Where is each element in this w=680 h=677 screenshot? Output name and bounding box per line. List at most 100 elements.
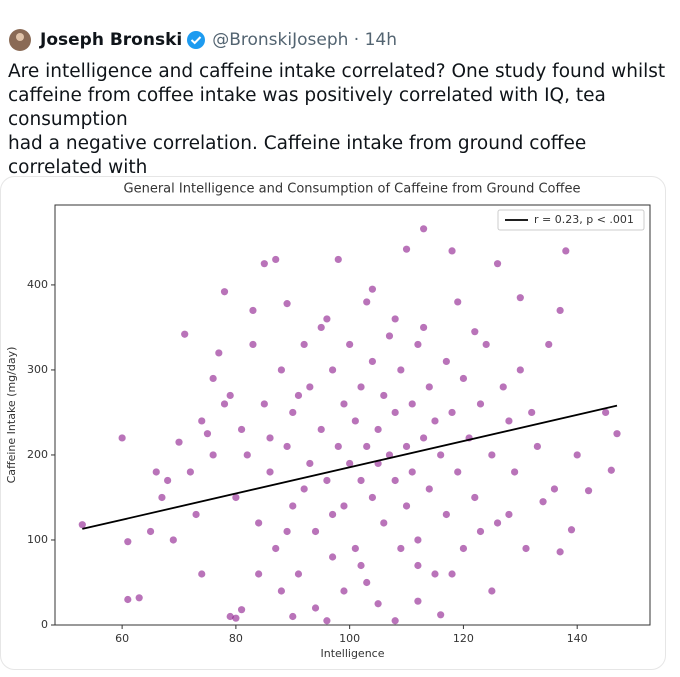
point — [266, 434, 274, 442]
y-tick-label: 0 — [41, 618, 48, 631]
point — [385, 332, 394, 340]
point — [317, 425, 325, 434]
point — [391, 315, 399, 323]
point — [380, 391, 388, 400]
point — [573, 451, 581, 459]
point — [300, 340, 308, 349]
point — [181, 330, 189, 338]
point — [363, 442, 371, 451]
point — [408, 468, 416, 476]
point — [408, 400, 416, 408]
avatar[interactable] — [8, 28, 32, 52]
y-tick-label: 300 — [27, 363, 48, 376]
tweet-line: caffeine from coffee intake was positive… — [8, 85, 606, 130]
point — [226, 391, 234, 400]
point — [272, 255, 280, 264]
point — [237, 606, 246, 614]
point — [289, 612, 297, 621]
chart-title: General Intelligence and Consumption of … — [124, 182, 581, 197]
point — [488, 451, 496, 459]
point — [203, 430, 212, 438]
point — [454, 298, 462, 306]
point — [488, 587, 496, 595]
point — [448, 408, 456, 417]
point — [323, 315, 331, 323]
tweet-line: had a negative correlation. Caffeine int… — [8, 133, 587, 178]
point — [243, 451, 251, 459]
point — [459, 544, 468, 553]
point — [607, 466, 615, 474]
point — [493, 519, 502, 527]
point — [539, 498, 547, 506]
point — [391, 408, 399, 417]
point — [300, 485, 308, 493]
point — [499, 383, 507, 391]
point — [78, 521, 86, 529]
point — [431, 570, 439, 578]
y-tick-label: 400 — [27, 278, 48, 291]
author-handle[interactable]: @BronskiJoseph · 14h — [212, 30, 398, 50]
point — [584, 487, 593, 495]
point — [476, 400, 485, 408]
point — [255, 570, 263, 578]
point — [459, 374, 468, 383]
point — [294, 391, 303, 400]
point — [374, 425, 382, 434]
point — [602, 408, 610, 417]
point — [169, 536, 177, 544]
point — [328, 510, 337, 519]
point — [363, 578, 371, 587]
point — [289, 408, 297, 417]
point — [135, 594, 143, 602]
y-tick-label: 100 — [27, 533, 48, 546]
point — [414, 340, 422, 349]
point — [351, 544, 359, 553]
point — [118, 434, 126, 442]
point — [323, 617, 331, 625]
point — [437, 611, 445, 619]
point — [220, 400, 229, 408]
point — [215, 349, 223, 357]
point — [550, 485, 559, 493]
point — [471, 493, 479, 502]
point — [306, 459, 314, 468]
point — [425, 485, 433, 493]
y-axis-label: Caffeine Intake (mg/day) — [5, 347, 18, 484]
point — [420, 434, 428, 442]
point — [260, 400, 268, 408]
x-tick-label: 120 — [453, 632, 474, 645]
point — [334, 255, 342, 264]
point — [175, 438, 183, 446]
point — [152, 468, 160, 476]
point — [277, 366, 285, 374]
point — [522, 544, 530, 553]
point — [368, 285, 377, 293]
author-name[interactable]: Joseph Bronski — [40, 30, 183, 50]
point — [391, 617, 399, 625]
point — [328, 366, 337, 374]
x-tick-label: 140 — [567, 632, 588, 645]
point — [249, 306, 257, 315]
point — [146, 527, 155, 536]
point — [420, 225, 428, 233]
point — [351, 417, 359, 425]
point — [272, 544, 280, 553]
chart: General Intelligence and Consumption of … — [0, 176, 666, 670]
point — [437, 451, 445, 459]
point — [397, 544, 405, 553]
point — [414, 536, 422, 544]
legend-label: r = 0.23, p < .001 — [534, 213, 634, 226]
point — [431, 417, 439, 425]
point — [283, 300, 291, 308]
point — [476, 527, 485, 536]
point — [402, 442, 411, 451]
point — [357, 561, 365, 570]
plot-area — [54, 204, 651, 626]
point — [420, 323, 428, 332]
point — [317, 323, 325, 332]
point — [124, 538, 132, 546]
point — [311, 527, 320, 536]
point — [232, 614, 240, 622]
point — [505, 510, 513, 519]
verified-badge — [187, 31, 206, 49]
